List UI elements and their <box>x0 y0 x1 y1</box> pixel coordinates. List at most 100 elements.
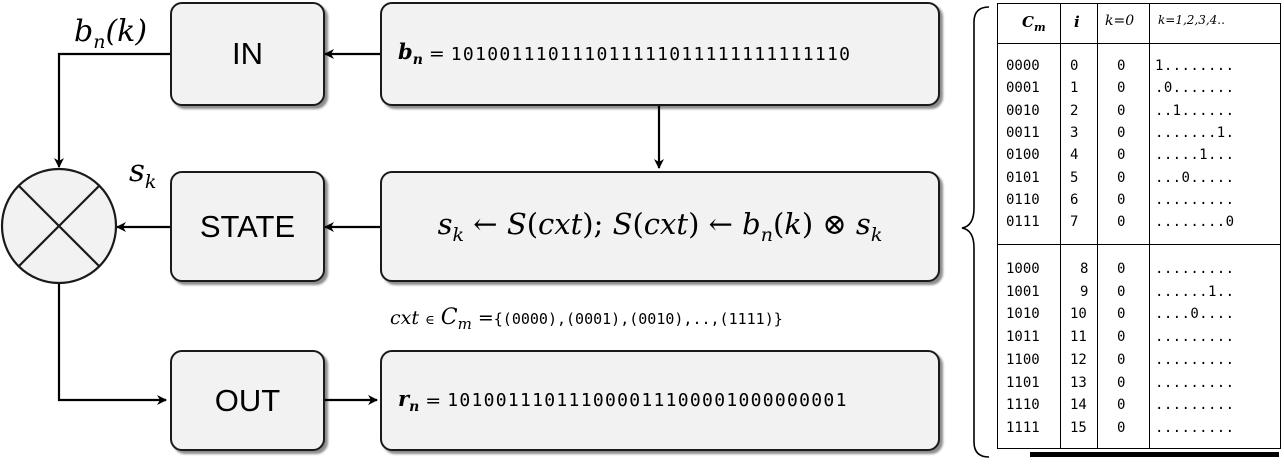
cell-i: 12 <box>1070 351 1087 368</box>
header-k0: k=0 <box>1105 13 1135 29</box>
cell-cm: 1011 <box>1006 329 1040 346</box>
input-equals: = <box>428 43 445 65</box>
group-divider <box>998 244 1280 245</box>
output-equals: = <box>425 389 442 412</box>
output-sequence-box: rn = 101001110111000011100001000000001 <box>380 350 940 451</box>
cell-cm: 1100 <box>1006 351 1040 368</box>
in-box: IN <box>170 2 325 106</box>
cell-i: 11 <box>1070 329 1087 346</box>
table-row: 0101 5 0 ...0..... <box>998 170 1280 192</box>
col-divider-1 <box>1060 4 1061 448</box>
input-sequence: 101001110111011111011111111111110 <box>450 43 852 65</box>
table-row: 1100 12 0......... <box>998 352 1280 374</box>
cell-cm: 0101 <box>1006 169 1040 186</box>
cell-seq: .....1... <box>1155 147 1235 164</box>
cell-k0: 0 <box>1117 169 1126 186</box>
cell-seq: .......1. <box>1155 124 1235 141</box>
table-row: 1111 15 0......... <box>998 420 1280 442</box>
cell-k0: 0 <box>1117 214 1126 231</box>
cell-i: 5 <box>1070 169 1079 186</box>
cell-cm: 0001 <box>1006 80 1040 97</box>
cell-i: 3 <box>1070 124 1079 141</box>
table-row: 0001 1 0 .0....... <box>998 80 1280 102</box>
input-sequence-box: bn = 101001110111011111011111111111110 <box>380 2 940 106</box>
cell-k0: 0 <box>1117 191 1126 208</box>
cell-seq: ......... <box>1155 351 1235 368</box>
table-row: 0010 2 0 ..1...... <box>998 103 1280 125</box>
table-row: 1110 14 0......... <box>998 397 1280 419</box>
cell-i: 2 <box>1070 102 1079 119</box>
cell-seq: 1........ <box>1155 58 1235 74</box>
cell-i: 0 <box>1070 58 1079 74</box>
state-update-box: sk ← S(cxt); S(cxt) ← bn(k) ⊗ sk <box>380 171 940 282</box>
output-sequence: 101001110111000011100001000000001 <box>447 390 848 411</box>
cell-seq: .0....... <box>1155 80 1235 97</box>
context-definition: cxt ∈ Cm ={(0000),(0001),(0010),..,(1111… <box>390 305 783 333</box>
out-label: OUT <box>214 382 281 418</box>
cell-i: 13 <box>1070 374 1087 391</box>
cell-k0: 0 <box>1117 374 1126 391</box>
brace <box>961 6 990 458</box>
cell-k0: 0 <box>1117 329 1126 346</box>
col-divider-3 <box>1149 4 1150 448</box>
table-row: 0111 7 0 ........0 <box>998 214 1280 236</box>
cell-k0: 0 <box>1117 58 1126 74</box>
cell-k0: 0 <box>1117 283 1126 300</box>
header-k-rest: k=1,2,3,4.. <box>1158 13 1225 27</box>
table-row: 1011 11 0......... <box>998 329 1280 351</box>
cell-k0: 0 <box>1117 102 1126 119</box>
cell-cm: 0111 <box>1006 214 1040 231</box>
state-update-formula: sk ← S(cxt); S(cxt) ← bn(k) ⊗ sk <box>437 207 883 246</box>
cell-seq: ....0.... <box>1155 306 1235 323</box>
cell-i: 8 <box>1080 261 1089 277</box>
table-header: Cm i k=0 k=1,2,3,4.. <box>998 4 1280 44</box>
table-row: 1010 10 0 ....0.... <box>998 306 1280 328</box>
col-divider-2 <box>1097 4 1098 448</box>
in-label: IN <box>232 36 263 71</box>
cell-cm: 0011 <box>1006 124 1040 141</box>
cell-k0: 0 <box>1117 419 1126 436</box>
context-table: Cm i k=0 k=1,2,3,4.. 0000 0 0 1........ 0001… <box>997 3 1281 449</box>
state-label: STATE <box>199 208 296 244</box>
arrow-in-to-xor <box>54 52 171 168</box>
cell-cm: 1101 <box>1006 374 1040 391</box>
cell-i: 6 <box>1070 191 1079 208</box>
table-row: 0000 0 0 1........ <box>998 58 1280 80</box>
cell-cm: 0110 <box>1006 191 1040 208</box>
cell-cm: 0000 <box>1006 58 1040 74</box>
cell-k0: 0 <box>1117 124 1126 141</box>
table-row: 1101 13 0......... <box>998 375 1280 397</box>
cell-seq: ........0 <box>1155 214 1235 231</box>
table-row: 0011 3 0 .......1. <box>998 125 1280 147</box>
cell-cm: 1111 <box>1006 419 1040 436</box>
cell-seq: ......... <box>1155 374 1235 391</box>
header-cm: Cm <box>1022 13 1046 34</box>
sk-label: sk <box>129 153 157 194</box>
table-row: 1000 8 0......... <box>998 261 1280 283</box>
cell-i: 15 <box>1070 419 1087 436</box>
cell-seq: ......... <box>1155 191 1235 208</box>
cell-seq: ...0..... <box>1155 169 1235 186</box>
table-shadow <box>1030 452 1279 457</box>
cell-k0: 0 <box>1117 351 1126 368</box>
cell-cm: 0010 <box>1006 102 1040 119</box>
cell-k0: 0 <box>1117 261 1126 277</box>
cell-i: 1 <box>1070 80 1079 97</box>
cell-k0: 0 <box>1117 147 1126 164</box>
cell-seq: ......... <box>1155 261 1235 277</box>
cell-seq: ......... <box>1155 329 1235 346</box>
cell-cm: 1010 <box>1006 306 1040 323</box>
table-row: 1001 9 0 ......1.. <box>998 284 1280 306</box>
cell-seq: ..1...... <box>1155 102 1235 119</box>
input-variable: bn <box>398 39 423 69</box>
header-i: i <box>1074 13 1080 31</box>
cell-k0: 0 <box>1117 306 1126 323</box>
cell-seq: ......... <box>1155 397 1235 414</box>
cell-i: 9 <box>1080 283 1089 300</box>
cell-i: 10 <box>1070 306 1087 323</box>
out-box: OUT <box>170 350 325 451</box>
cell-seq: ......... <box>1155 419 1235 436</box>
cell-cm: 0100 <box>1006 147 1040 164</box>
